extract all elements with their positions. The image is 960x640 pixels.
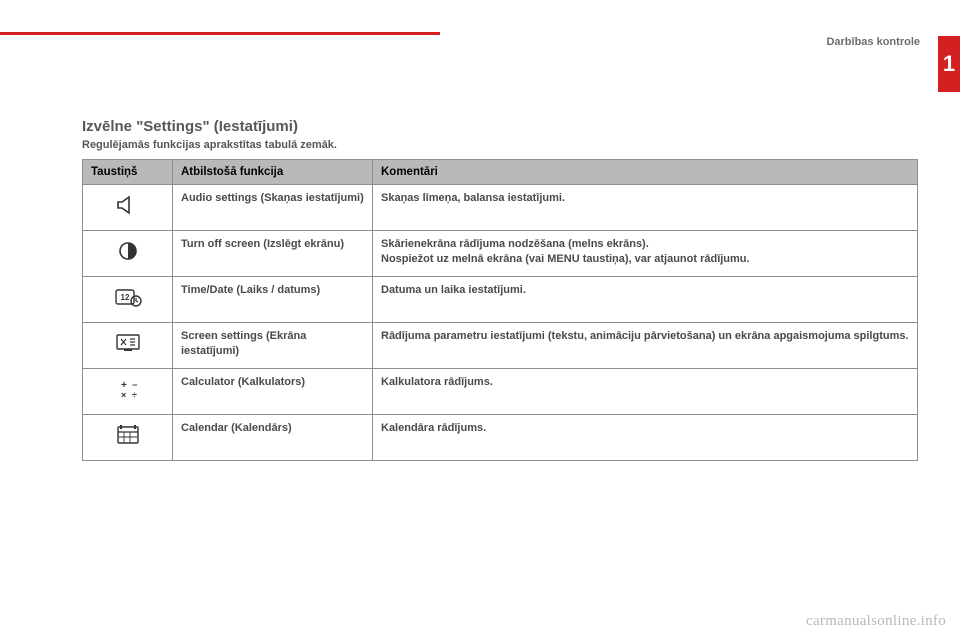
cell-func: Time/Date (Laiks / datums) xyxy=(173,277,373,323)
svg-text:÷: ÷ xyxy=(132,390,137,400)
cell-comment: Kalendāra rādījums. xyxy=(373,415,918,461)
cell-comment: Datuma un laika iestatījumi. xyxy=(373,277,918,323)
cell-icon xyxy=(83,323,173,369)
table-header-row: Taustiņš Atbilstošā funkcija Komentāri xyxy=(83,160,918,185)
speaker-icon xyxy=(114,194,142,216)
cell-icon: 12 xyxy=(83,277,173,323)
content-container: Izvēlne "Settings" (Iestatījumi) Regulēj… xyxy=(82,118,918,461)
cell-icon xyxy=(83,415,173,461)
calculator-icon: +−×÷ xyxy=(114,378,142,400)
table-row: Turn off screen (Izslēgt ekrānu) Skārien… xyxy=(83,231,918,277)
contrast-icon xyxy=(114,240,142,262)
calendar-icon xyxy=(114,424,142,446)
cell-func: Turn off screen (Izslēgt ekrānu) xyxy=(173,231,373,277)
col-header-key: Taustiņš xyxy=(83,160,173,185)
cell-comment: Kalkulatora rādījums. xyxy=(373,369,918,415)
col-header-func: Atbilstošā funkcija xyxy=(173,160,373,185)
chapter-tab: 1 xyxy=(938,36,960,92)
cell-icon: +−×÷ xyxy=(83,369,173,415)
cell-func: Calendar (Kalendārs) xyxy=(173,415,373,461)
table-row: +−×÷ Calculator (Kalkulators) Kalkulator… xyxy=(83,369,918,415)
table-row: Screen settings (Ekrāna iestatījumi) Rād… xyxy=(83,323,918,369)
accent-bar xyxy=(0,32,440,35)
table-row: Audio settings (Skaņas iestatījumi) Skaņ… xyxy=(83,185,918,231)
watermark: carmanualsonline.info xyxy=(806,613,946,630)
cell-comment: Skārienekrāna rādījuma nodzēšana (melns … xyxy=(373,231,918,277)
cell-func: Audio settings (Skaņas iestatījumi) xyxy=(173,185,373,231)
col-header-comment: Komentāri xyxy=(373,160,918,185)
svg-text:×: × xyxy=(121,390,126,400)
cell-func: Screen settings (Ekrāna iestatījumi) xyxy=(173,323,373,369)
settings-table: Taustiņš Atbilstošā funkcija Komentāri A… xyxy=(82,159,918,461)
section-label: Darbības kontrole xyxy=(826,36,920,48)
cell-icon xyxy=(83,185,173,231)
cell-func: Calculator (Kalkulators) xyxy=(173,369,373,415)
screen-settings-icon xyxy=(114,332,142,354)
table-row: Calendar (Kalendārs) Kalendāra rādījums. xyxy=(83,415,918,461)
cell-comment: Rādījuma parametru iestatījumi (tekstu, … xyxy=(373,323,918,369)
svg-text:−: − xyxy=(132,380,137,390)
page-title: Izvēlne "Settings" (Iestatījumi) xyxy=(82,118,918,135)
page-subtitle: Regulējamās funkcijas aprakstītas tabulā… xyxy=(82,139,918,151)
cell-comment: Skaņas līmeņa, balansa iestatījumi. xyxy=(373,185,918,231)
table-row: 12 Time/Date (Laiks / datums) Datuma un … xyxy=(83,277,918,323)
clock-date-icon: 12 xyxy=(114,286,142,308)
svg-text:12: 12 xyxy=(120,293,129,302)
cell-icon xyxy=(83,231,173,277)
